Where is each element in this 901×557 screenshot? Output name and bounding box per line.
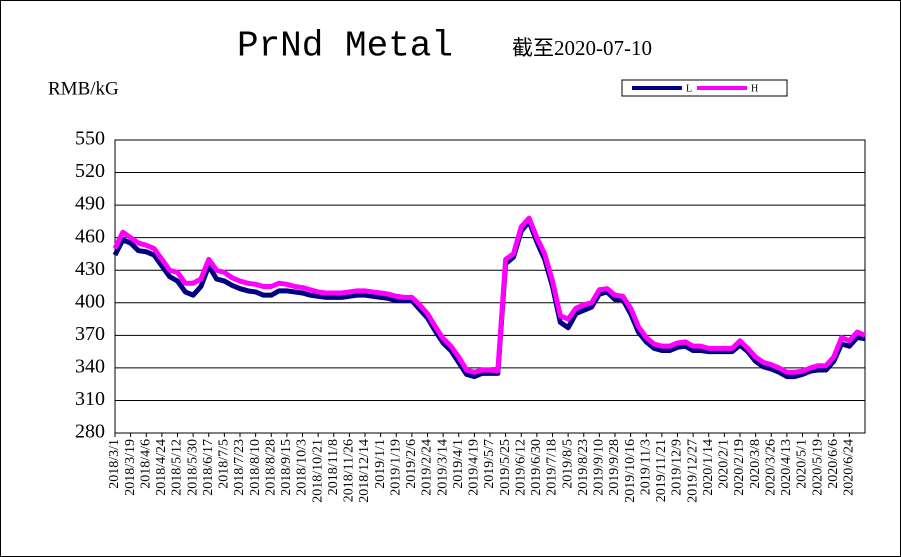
x-tick-label: 2019/2/24	[420, 439, 435, 496]
y-tick-label: 280	[75, 421, 105, 443]
legend-label: H	[751, 83, 758, 94]
y-axis-label: RMB/kG	[48, 78, 119, 99]
chart-subtitle: 截至2020-07-10	[512, 36, 652, 60]
x-tick-label: 2018/6/17	[201, 439, 216, 496]
x-tick-label: 2019/12/9	[670, 439, 685, 496]
y-tick-label: 370	[75, 323, 105, 345]
x-tick-label: 2019/7/18	[545, 439, 560, 496]
x-tick-label: 2018/4/24	[154, 439, 169, 496]
x-tick-label: 2018/10/21	[310, 439, 325, 503]
y-tick-label: 430	[75, 258, 105, 280]
x-tick-label: 2018/3/1	[107, 439, 122, 489]
x-tick-label: 2019/11/3	[638, 439, 653, 495]
x-tick-label: 2019/4/19	[467, 439, 482, 496]
series-line	[112, 215, 866, 375]
y-tick-label: 460	[75, 225, 105, 247]
x-tick-label: 2018/12/14	[357, 439, 372, 503]
y-tick-label: 520	[75, 160, 105, 182]
x-tick-label: 2019/8/23	[576, 439, 591, 496]
x-tick-label: 2019/8/5	[560, 439, 575, 489]
chart-title: PrNd Metal	[237, 26, 453, 67]
x-tick-label: 2019/3/14	[435, 439, 450, 496]
x-tick-label: 2019/10/16	[623, 439, 638, 503]
x-tick-label: 2018/11/26	[342, 439, 357, 502]
x-tick-label: 2018/4/6	[138, 439, 153, 489]
x-tick-label: 2018/11/8	[326, 439, 341, 495]
x-tick-label: 2018/8/10	[248, 439, 263, 496]
x-tick-label: 2020/2/19	[732, 439, 747, 496]
x-tick-label: 2019/2/6	[404, 439, 419, 489]
x-tick-label: 2020/6/6	[826, 439, 841, 489]
x-tick-label: 2019/9/10	[592, 439, 607, 496]
x-tick-label: 2018/7/5	[217, 439, 232, 489]
y-tick-label: 340	[75, 355, 105, 377]
x-tick-label: 2019/6/30	[529, 439, 544, 496]
x-tick-label: 2018/9/15	[279, 439, 294, 496]
x-tick-label: 2019/5/25	[498, 439, 513, 496]
x-tick-label: 2020/2/1	[717, 439, 732, 489]
x-tick-label: 2020/5/1	[795, 439, 810, 489]
x-tick-label: 2019/1/1	[373, 439, 388, 489]
x-tick-label: 2019/5/7	[482, 439, 497, 489]
x-tick-label: 2018/3/19	[123, 439, 138, 496]
x-tick-label: 2020/3/26	[763, 439, 778, 496]
y-tick-label: 400	[75, 290, 105, 312]
plot-area	[114, 139, 866, 434]
legend-label: L	[686, 83, 692, 94]
x-tick-label: 2020/5/19	[810, 439, 825, 496]
series-line	[112, 218, 866, 380]
x-tick-label: 2018/5/12	[170, 439, 185, 496]
x-tick-label: 2020/3/8	[748, 439, 763, 489]
x-tick-label: 2019/11/21	[654, 439, 669, 502]
x-tick-label: 2019/6/12	[513, 439, 528, 496]
x-tick-label: 2019/9/28	[607, 439, 622, 496]
x-tick-label: 2020/6/24	[842, 439, 857, 496]
x-tick-label: 2019/1/19	[388, 439, 403, 496]
y-tick-label: 310	[75, 388, 105, 410]
x-tick-label: 2018/5/30	[185, 439, 200, 496]
x-tick-label: 2019/4/1	[451, 439, 466, 489]
x-tick-label: 2019/12/27	[685, 439, 700, 503]
x-tick-label: 2018/8/28	[263, 439, 278, 496]
x-tick-label: 2020/4/13	[779, 439, 794, 496]
x-tick-label: 2018/7/23	[232, 439, 247, 496]
x-tick-label: 2020/1/14	[701, 439, 716, 496]
y-tick-label: 550	[75, 128, 105, 150]
x-tick-label: 2018/10/3	[295, 439, 310, 496]
y-tick-label: 490	[75, 193, 105, 215]
